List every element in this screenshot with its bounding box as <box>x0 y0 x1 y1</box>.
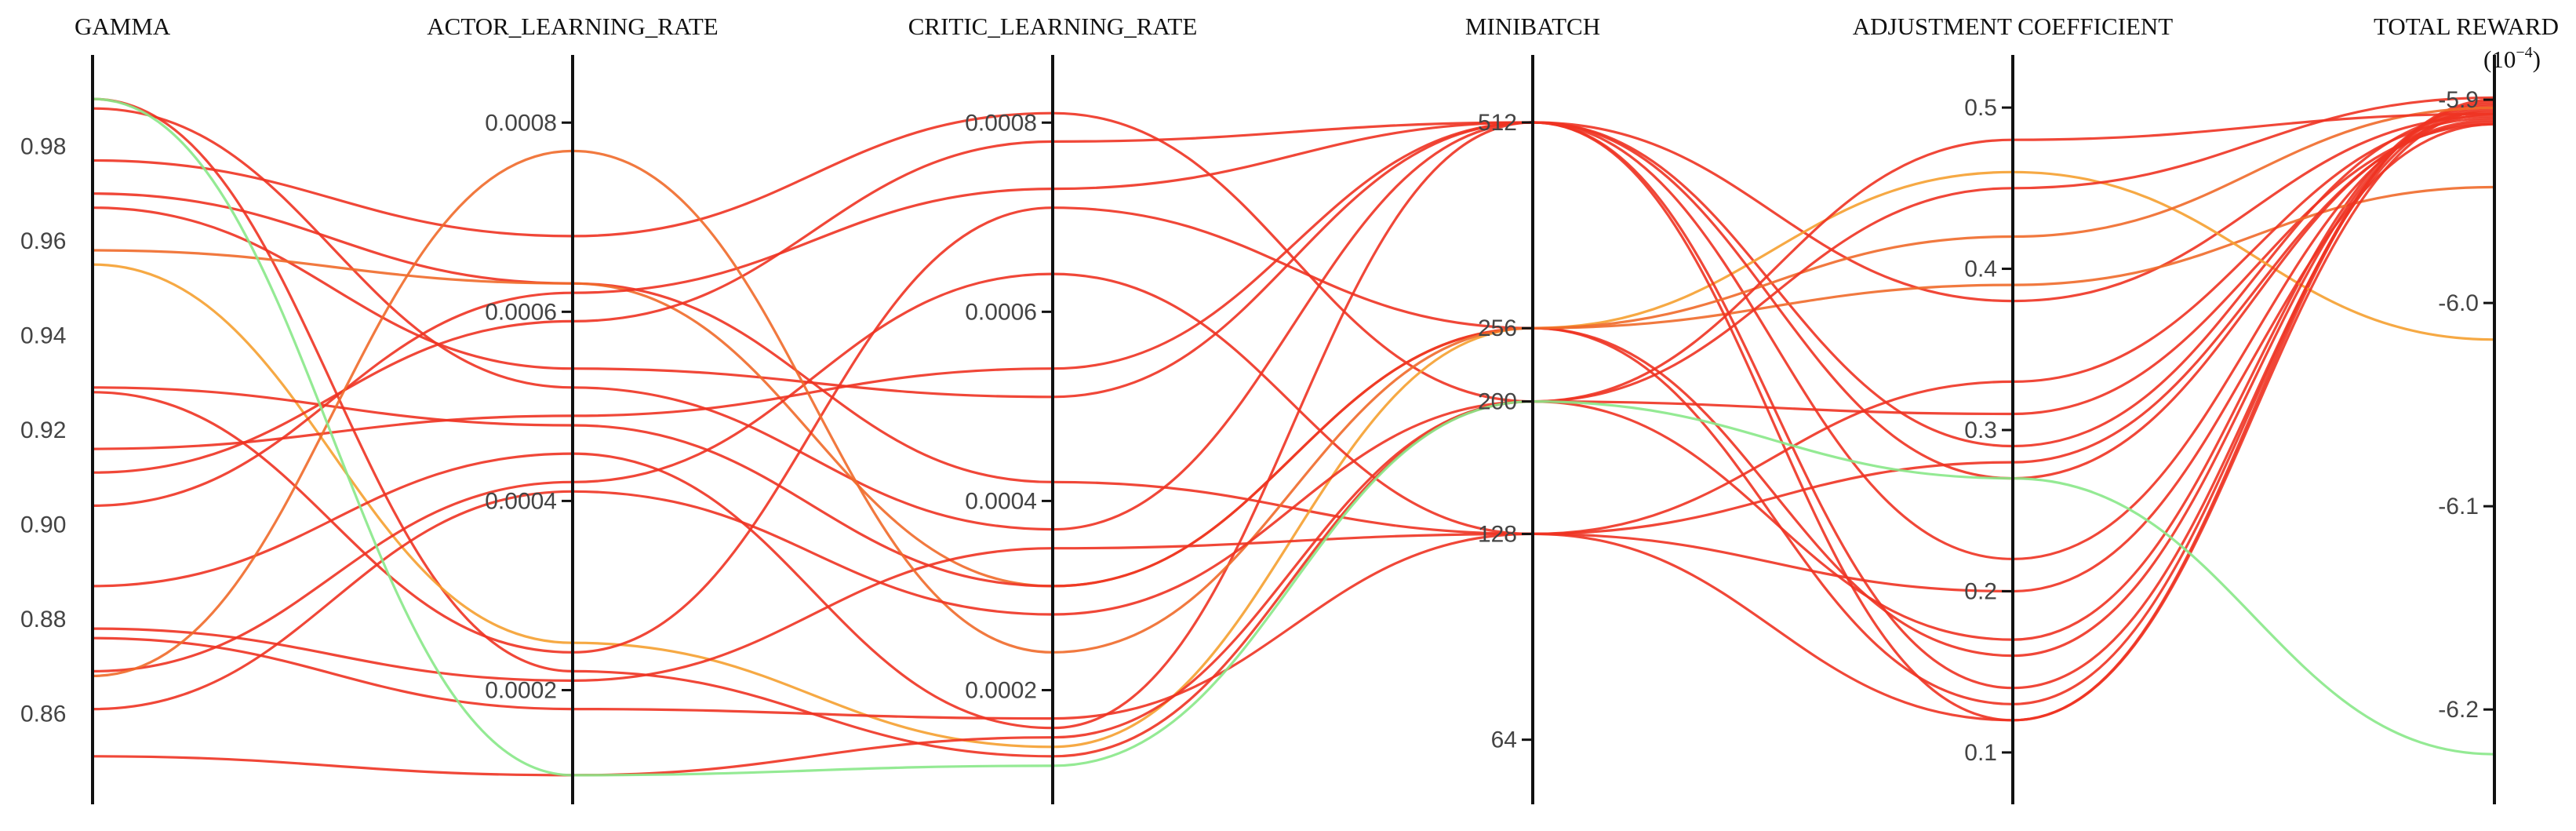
tick-label: 0.98 <box>20 133 66 159</box>
tick-label: 0.1 <box>1964 740 1997 766</box>
tick-label: 0.0004 <box>485 488 557 514</box>
series-line-3 <box>92 102 2495 641</box>
series-line-17 <box>92 106 2495 677</box>
series-line-16 <box>92 122 2495 672</box>
series-line-13 <box>92 118 2495 730</box>
tick-label: -5.9 <box>2438 87 2479 113</box>
series-line-12 <box>92 108 2495 722</box>
axis-title: ADJUSTMENT COEFFICIENT <box>1853 13 2174 40</box>
series-line-6 <box>92 185 2495 588</box>
tick-label: 200 <box>1478 389 1517 415</box>
tick-label: 0.88 <box>20 607 66 632</box>
series-line-20 <box>92 97 2495 777</box>
tick-label: -6.1 <box>2438 494 2479 519</box>
tick-label: 0.0008 <box>485 110 557 136</box>
tick-label: 0.0006 <box>965 299 1037 325</box>
series-line-1 <box>92 97 2495 758</box>
tick-label: 0.0008 <box>965 110 1037 136</box>
tick-label: 0.94 <box>20 323 66 348</box>
series-line-19 <box>92 112 2495 777</box>
tick-label: 0.90 <box>20 512 66 538</box>
axis-title: ACTOR_LEARNING_RATE <box>427 13 718 40</box>
tick-label: 0.3 <box>1964 417 1997 443</box>
axis-gamma: GAMMA 0.98 0.96 0.94 0.92 0.90 0.88 0.86 <box>20 13 171 804</box>
axis-critic_lr: CRITIC_LEARNING_RATE 0.0008 0.0006 0.0004 0.… <box>908 13 1198 804</box>
tick-label: 0.0002 <box>485 677 557 703</box>
axis-title: TOTAL REWARD <box>2374 13 2559 40</box>
series-line-7 <box>92 170 2495 749</box>
tick-label: 128 <box>1478 521 1517 547</box>
axis-actor_lr: ACTOR_LEARNING_RATE 0.0008 0.0006 0.0004 0.0… <box>427 13 719 804</box>
tick-label: -6.0 <box>2438 290 2479 316</box>
series-line-10 <box>92 112 2495 561</box>
tick-label: 256 <box>1478 315 1517 341</box>
tick-label: 0.5 <box>1964 95 1997 121</box>
axis-adj_coef: ADJUSTMENT COEFFICIENT 0.5 0.4 0.3 0.2 0.1 <box>1853 13 2174 804</box>
tick-label: 0.0002 <box>965 677 1037 703</box>
series-line-2 <box>92 107 2495 531</box>
axis-unit-exponent: (10−4) <box>2483 44 2541 73</box>
tick-label: 512 <box>1478 110 1517 136</box>
axes: GAMMA 0.98 0.96 0.94 0.92 0.90 0.88 0.86 ACTOR_L… <box>20 13 2559 804</box>
axis-minibatch: MINIBATCH 512 256 200 128 64 <box>1465 13 1600 804</box>
tick-label: -6.2 <box>2438 697 2479 723</box>
axis-title: MINIBATCH <box>1465 13 1600 40</box>
tick-label: 0.0004 <box>965 488 1037 514</box>
series-line-11 <box>92 106 2495 690</box>
axis-total_reward: TOTAL REWARD (10−4)-5.9 -6.0 -6.1 -6.2 <box>2374 13 2559 804</box>
series-line-18 <box>92 96 2495 711</box>
series-line-15 <box>92 121 2495 720</box>
tick-label: 0.92 <box>20 417 66 443</box>
series-lines <box>92 96 2495 777</box>
axis-title: GAMMA <box>75 13 171 40</box>
tick-label: 0.4 <box>1964 257 1997 282</box>
series-line-9 <box>92 100 2495 705</box>
tick-label: 0.0006 <box>485 299 557 325</box>
tick-label: 64 <box>1491 727 1517 753</box>
axis-title: CRITIC_LEARNING_RATE <box>908 13 1198 40</box>
series-line-5 <box>92 111 2495 448</box>
tick-label: 0.86 <box>20 702 66 727</box>
tick-label: 0.96 <box>20 228 66 254</box>
tick-label: 0.2 <box>1964 578 1997 604</box>
